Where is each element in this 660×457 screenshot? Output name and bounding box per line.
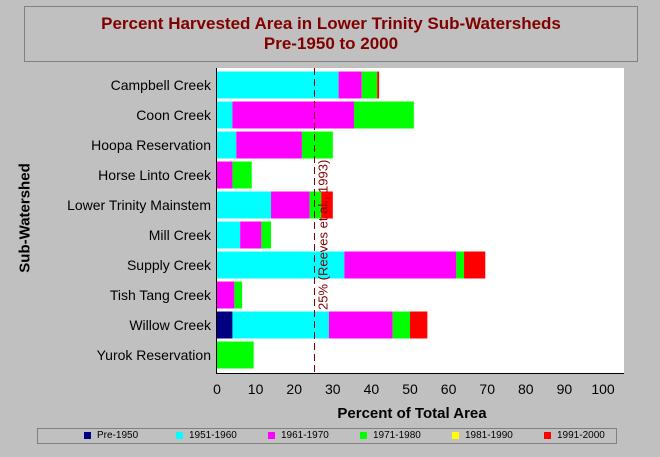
bar-segment (361, 71, 378, 99)
x-tick-label: 10 (248, 381, 264, 397)
reference-line-group: 25% (Reeves et al., 1993) (314, 68, 331, 373)
chart-title-box: Percent Harvested Area in Lower Trinity … (24, 6, 638, 62)
bar-segment (217, 251, 345, 279)
bar-segment (232, 101, 355, 129)
bar-segment (217, 161, 233, 189)
legend-item: Pre-1950 (84, 430, 138, 441)
category-label: Willow Creek (129, 317, 212, 333)
x-tick-label: 20 (286, 381, 302, 397)
legend-item: 1951-1960 (176, 430, 237, 441)
bar-segment (338, 71, 362, 99)
x-tick-label: 100 (591, 381, 615, 397)
category-label: Mill Creek (149, 227, 212, 243)
category-labels: Campbell Creek Coon Creek Hoopa Reservatio… (67, 77, 212, 363)
bar-segment (301, 131, 333, 159)
legend-item: 1991-2000 (544, 430, 605, 441)
legend-swatch (268, 432, 275, 439)
category-label: Tish Tang Creek (110, 287, 212, 303)
bars-group (217, 71, 486, 369)
legend-swatch (360, 432, 367, 439)
legend-label: 1961-1970 (281, 430, 329, 441)
x-tick-label: 30 (325, 381, 341, 397)
bar-segment (456, 251, 465, 279)
reference-line-label: 25% (Reeves et al., 1993) (316, 160, 331, 310)
bar-segment (217, 191, 272, 219)
legend-item: 1971-1980 (360, 430, 421, 441)
bar-segment (234, 281, 243, 309)
legend-label: 1971-1980 (373, 430, 421, 441)
x-tick-labels: 0 10 20 30 40 50 60 70 80 90 100 (213, 381, 615, 397)
category-label: Campbell Creek (111, 77, 212, 93)
chart-subtitle: Pre-1950 to 2000 (263, 34, 399, 53)
bar-segment (309, 191, 322, 219)
category-label: Hoopa Reservation (91, 137, 211, 153)
bar-segment (321, 191, 333, 219)
x-tick-label: 40 (364, 381, 380, 397)
x-tick-label: 60 (441, 381, 457, 397)
bar-segment (236, 131, 302, 159)
bar-segment (217, 281, 235, 309)
category-label: Coon Creek (136, 107, 212, 123)
legend-label: Pre-1950 (97, 430, 139, 441)
x-axis-label: Percent of Total Area (337, 405, 487, 422)
bar-segment (464, 251, 486, 279)
legend-item: 1981-1990 (452, 430, 513, 441)
legend-swatch (176, 432, 183, 439)
bar-segment (271, 191, 310, 219)
legend-swatch (544, 432, 551, 439)
bar-segment (261, 221, 272, 249)
x-tick-label: 50 (402, 381, 418, 397)
bar-segment (217, 221, 241, 249)
legend-swatch (84, 432, 91, 439)
category-label: Horse Linto Creek (98, 167, 212, 183)
bar-segment (232, 161, 252, 189)
bar-segment (232, 311, 329, 339)
bar-segment (217, 101, 233, 129)
bar-segment (392, 311, 410, 339)
bar-segment (217, 131, 237, 159)
bar-segment (344, 251, 457, 279)
x-tick-label: 0 (213, 381, 221, 397)
bar-segment (377, 71, 380, 99)
chart-title: Percent Harvested Area in Lower Trinity … (101, 14, 561, 33)
category-label: Lower Trinity Mainstem (67, 197, 211, 213)
bar-segment (217, 341, 254, 369)
bar-segment (217, 311, 233, 339)
legend-item: 1961-1970 (268, 430, 329, 441)
bar-segment (354, 101, 414, 129)
x-tick-label: 70 (479, 381, 495, 397)
x-tick-label: 90 (557, 381, 573, 397)
legend-label: 1981-1990 (465, 430, 513, 441)
bar-segment (328, 311, 393, 339)
bar-segment (217, 71, 339, 99)
x-tick-label: 80 (518, 381, 534, 397)
category-label: Supply Creek (127, 257, 212, 273)
legend-label: 1991-2000 (557, 430, 605, 441)
bar-segment (410, 311, 428, 339)
bar-segment (240, 221, 262, 249)
legend-label: 1951-1960 (189, 430, 237, 441)
legend-swatch (452, 432, 459, 439)
legend: Pre-1950 1951-1960 1961-1970 1971-1980 1981-… (37, 428, 617, 444)
category-label: Yurok Reservation (97, 347, 211, 363)
